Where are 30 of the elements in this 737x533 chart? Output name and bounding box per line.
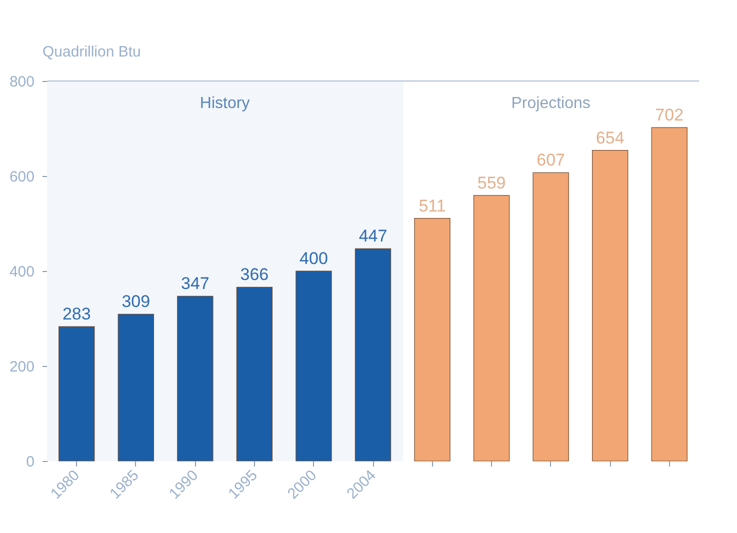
data-label: 702: [655, 106, 684, 125]
bar: [177, 296, 214, 462]
y-axis-title: Quadrillion Btu: [42, 44, 141, 60]
data-label: 511: [418, 196, 446, 216]
band-label: History: [200, 95, 250, 112]
bar: [532, 172, 569, 462]
data-label: 654: [596, 128, 624, 148]
data-label: 283: [62, 304, 91, 324]
y-tick-label: 200: [9, 358, 34, 376]
bar: [118, 314, 154, 462]
y-tick-label: 400: [9, 264, 34, 280]
data-label: 607: [536, 150, 566, 170]
bar: [354, 248, 392, 462]
bar: [414, 218, 450, 462]
bar: [236, 286, 273, 462]
y-tick-label: 0: [26, 454, 34, 470]
data-label: 447: [358, 226, 388, 246]
data-label: 347: [180, 274, 210, 294]
data-label: 559: [477, 173, 506, 192]
bar: [473, 195, 510, 462]
y-tick-label: 600: [9, 168, 34, 186]
y-tick-label: 800: [9, 74, 34, 90]
data-label: 400: [300, 249, 328, 268]
bar: [296, 270, 332, 462]
annotation: Projections: [511, 95, 590, 112]
data-label: 366: [240, 265, 269, 284]
bar: [651, 127, 688, 462]
bar: [592, 150, 628, 462]
data-label: 309: [122, 292, 150, 312]
bar: [58, 326, 95, 462]
